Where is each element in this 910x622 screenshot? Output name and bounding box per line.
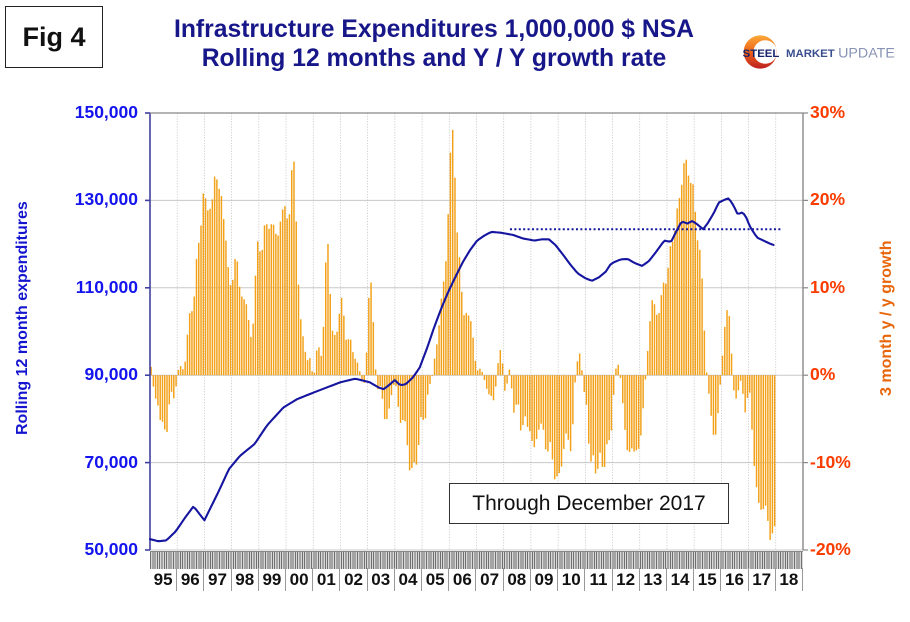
svg-text:MARKET: MARKET: [786, 48, 835, 60]
svg-text:STEEL: STEEL: [743, 48, 780, 60]
svg-text:UPDATE: UPDATE: [838, 45, 895, 61]
